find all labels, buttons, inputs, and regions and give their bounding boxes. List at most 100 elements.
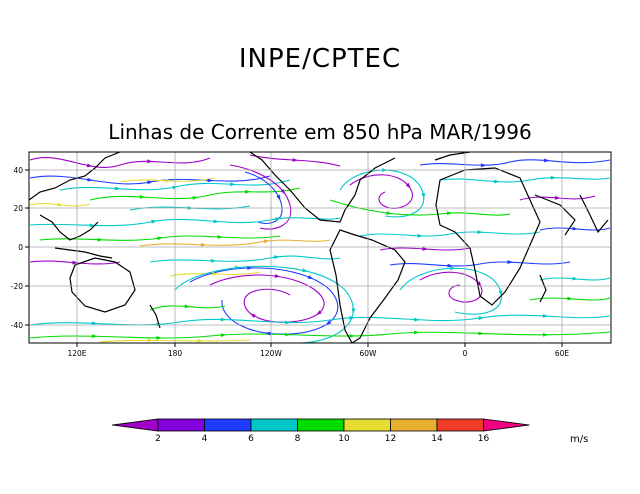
streamline [399,267,502,315]
flow-arrow [405,182,411,189]
colorbar-segment [297,418,345,432]
colorbar-label: 14 [431,434,443,444]
flow-arrow [273,255,280,260]
flow-arrow [157,236,164,241]
flow-arrow [292,158,299,162]
flow-arrow [207,178,214,183]
colorbar-segment [436,418,484,432]
flow-arrow [572,276,579,281]
lon-tick-label: 0 [463,349,468,358]
streamline [174,265,354,343]
flow-arrow [212,272,219,276]
flow-arrow [210,258,217,263]
flow-arrow [349,334,356,338]
flow-arrow [478,331,485,336]
streamline [419,271,483,303]
map-frame [28,151,612,344]
colorbar-units: m/s [570,434,589,445]
colorbar-label: 4 [202,434,208,444]
coast-indonesia [54,247,113,259]
lat-tick-label: 20 [13,204,23,213]
color-legend: 2 4 6 8 10 12 14 16 [111,418,530,444]
colorbar-label: 2 [155,434,161,444]
flow-arrow [386,211,393,215]
flow-arrow [422,246,429,251]
flow-arrow [280,188,286,195]
flow-arrow [164,178,171,183]
streamline [389,261,571,267]
streamline [349,174,413,209]
flow-arrow [91,334,98,339]
flow-arrow [86,163,93,168]
colorbar-label: 10 [338,434,350,444]
flow-arrow [147,159,153,164]
flow-arrow [197,339,204,343]
flow-arrow [245,189,251,194]
flow-arrow [550,175,557,180]
coast-se-asia [39,214,99,241]
flow-arrow [217,235,224,239]
streamline [189,267,339,335]
streamline [29,157,211,168]
lat-tick-label: 40 [13,166,23,175]
flow-arrow [184,304,191,309]
flow-arrow [543,332,549,337]
flow-arrow [220,333,227,337]
org-title: INPE/CPTEC [238,44,402,74]
flow-arrow [235,265,241,270]
streamline [59,179,291,191]
flow-arrow [325,320,332,326]
colorbar-segment [157,418,205,432]
streamline [139,239,331,247]
colorbar-segment [204,418,252,432]
lon-tick-label: 60E [555,349,570,358]
flow-arrow [250,313,256,318]
flow-arrow [477,230,484,234]
flow-arrow [156,336,163,340]
colorbar-segment [343,418,391,432]
coastlines-layer [29,152,609,343]
streamline [439,177,611,183]
flow-arrow [480,163,487,168]
streamline [209,274,325,323]
graticule [25,152,611,347]
axis-labels: 120E 180 120W 60W 0 60E 40 20 0 -20 -40 [11,166,570,358]
coast-india [579,194,609,234]
colorbar-segment [250,418,298,432]
lon-tick-label: 60W [360,349,378,358]
flow-arrow [307,275,314,280]
flow-arrow [351,308,356,315]
flow-arrow [417,233,424,238]
streamline [359,231,541,237]
streamline [529,297,611,301]
coast-new-zealand [149,304,161,329]
flow-arrow [263,239,270,244]
flow-arrow [147,338,154,343]
colorbar-label: 8 [295,434,301,444]
lon-tick-label: 120W [260,349,282,358]
flow-arrow [572,226,579,231]
coast-europe [434,152,471,161]
flow-arrow [543,158,550,163]
colorbar-segment [390,418,438,432]
flow-arrow [72,260,79,265]
flow-arrow [316,310,322,316]
flow-arrow [192,196,199,200]
lon-tick-label: 180 [168,349,183,358]
coast-australia [69,257,136,313]
streamline [29,331,611,339]
streamline [149,255,341,263]
lat-tick-label: -20 [11,282,23,291]
colorbar-low-triangle [111,418,159,432]
flow-arrow [264,331,271,336]
colorbar-label: 16 [478,434,490,444]
flow-arrow [450,266,456,271]
colorbar-high-triangle [483,418,530,432]
coast-madagascar [539,274,547,303]
flow-arrow [97,237,104,242]
flow-arrow [349,316,356,320]
streamline [329,199,511,216]
streamline [339,169,425,218]
flow-arrow [114,186,121,191]
